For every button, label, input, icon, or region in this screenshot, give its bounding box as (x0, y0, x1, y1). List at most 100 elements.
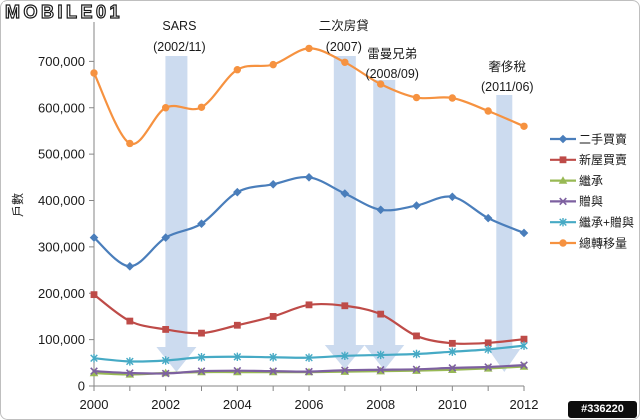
y-tick-label: 200,000 (38, 286, 85, 301)
second-hand-sales-point (125, 262, 135, 271)
legend-swatch-marker (559, 156, 567, 164)
x-tick-label: 2008 (366, 397, 395, 412)
inheritance-plus-gift-point (161, 356, 170, 365)
y-axis-title: 戶數 (11, 193, 25, 217)
total-transfer-point (197, 103, 206, 111)
second-hand-sales-point (197, 219, 206, 228)
annotation-date: (2008/09) (365, 67, 419, 81)
second-hand-sales-point (376, 205, 385, 215)
y-tick-label: 400,000 (38, 193, 85, 208)
inheritance-plus-gift-point (305, 353, 313, 362)
new-home-sales-point (90, 291, 98, 299)
legend-item-gift: 贈與 (550, 194, 603, 209)
post-id-badge: #336220 (568, 401, 637, 418)
new-home-sales-point (162, 326, 170, 333)
annotation-label: 二次房貸 (319, 18, 369, 33)
annotation-arrow (488, 95, 521, 372)
legend-swatch-marker (558, 176, 568, 184)
annotation-date: (2007) (326, 40, 362, 54)
gift-point (448, 364, 457, 372)
inheritance-plus-gift-point (126, 357, 134, 366)
inheritance-plus-gift-series (90, 341, 528, 366)
y-tick-label: 0 (78, 379, 85, 394)
inheritance-plus-gift-point (376, 350, 385, 360)
total-transfer-point (484, 107, 492, 115)
legend-item-inheritance-plus-gift: 繼承+贈與 (550, 215, 634, 230)
gift-point (520, 361, 528, 369)
inheritance-plus-gift-point (197, 353, 206, 362)
second-hand-sales-point (304, 173, 314, 182)
total-transfer-point (305, 44, 313, 53)
second-hand-sales-point (412, 201, 421, 210)
inheritance-plus-gift-point (520, 341, 528, 350)
total-transfer-series (90, 44, 528, 148)
gift-point (340, 366, 349, 375)
y-tick-label: 600,000 (38, 100, 85, 115)
inheritance-plus-gift-point (484, 345, 492, 354)
new-home-sales-point (341, 302, 349, 310)
total-transfer-point (412, 93, 421, 102)
legend-swatch-marker (559, 239, 567, 247)
gift-point (305, 367, 313, 376)
total-transfer-point (90, 69, 98, 77)
legend-item-total-transfer: 總轉移量 (550, 235, 627, 250)
total-transfer-point (126, 139, 134, 148)
annotation-date: (2002/11) (153, 40, 206, 54)
legend-swatch-marker (559, 218, 567, 227)
new-home-sales-point (126, 317, 134, 325)
second-hand-sales-point (233, 187, 242, 197)
total-transfer-point (376, 80, 385, 88)
inheritance-plus-gift-point (448, 347, 457, 356)
second-hand-sales-point (448, 192, 457, 202)
gift-point (125, 369, 134, 377)
gift-point (269, 367, 278, 376)
legend-label: 新屋買賣 (579, 152, 627, 167)
legend-item-inheritance: 繼承 (550, 174, 603, 188)
legend-label: 繼承 (579, 174, 603, 188)
legend-swatch-marker (559, 197, 567, 206)
total-transfer-point (520, 122, 528, 130)
legend-swatch-marker (558, 134, 568, 144)
total-transfer-point (161, 104, 170, 112)
mobile01-logo: MOBILE01 (3, 2, 126, 22)
gift-point (376, 365, 385, 374)
annotation-arrow (156, 56, 197, 372)
annotation-label: 奢侈稅 (489, 60, 527, 74)
legend-item-new-home-sales: 新屋買賣 (550, 152, 627, 167)
annotation-date: (2011/06) (481, 80, 534, 94)
gift-point (233, 366, 242, 375)
second-hand-sales-point (89, 233, 99, 242)
gift-point (484, 363, 493, 371)
legend-label: 二手買賣 (579, 131, 627, 146)
y-tick-label: 300,000 (38, 239, 85, 254)
total-transfer-point (341, 58, 349, 67)
new-home-sales-point (413, 332, 420, 340)
new-home-sales-series (90, 291, 528, 347)
total-transfer-point (269, 60, 277, 69)
inheritance-plus-gift-point (233, 352, 242, 361)
new-home-sales-point (233, 321, 241, 329)
legend-label: 繼承+贈與 (579, 215, 634, 230)
annotation-arrow (364, 80, 405, 370)
y-tick-label: 100,000 (38, 332, 85, 347)
legend-item-second-hand-sales: 二手買賣 (550, 131, 627, 146)
new-home-sales-point (305, 301, 313, 309)
legend-label: 贈與 (579, 194, 603, 209)
new-home-sales-point (448, 339, 456, 347)
inheritance-plus-gift-point (90, 353, 98, 363)
x-tick-label: 2012 (510, 397, 539, 412)
second-hand-sales-point (340, 189, 350, 198)
second-hand-sales-series (89, 173, 529, 271)
x-tick-label: 2006 (295, 397, 324, 412)
y-tick-label: 500,000 (38, 147, 85, 162)
inheritance-plus-gift-point (341, 351, 349, 361)
x-tick-label: 2010 (438, 397, 467, 412)
new-home-sales-point (484, 339, 492, 347)
inheritance-plus-gift-point (412, 349, 421, 359)
legend-label: 總轉移量 (579, 235, 627, 250)
gift-point (161, 369, 170, 378)
annotation-arrow (324, 56, 365, 369)
new-home-sales-point (198, 329, 205, 337)
inheritance-plus-gift-point (269, 353, 277, 362)
